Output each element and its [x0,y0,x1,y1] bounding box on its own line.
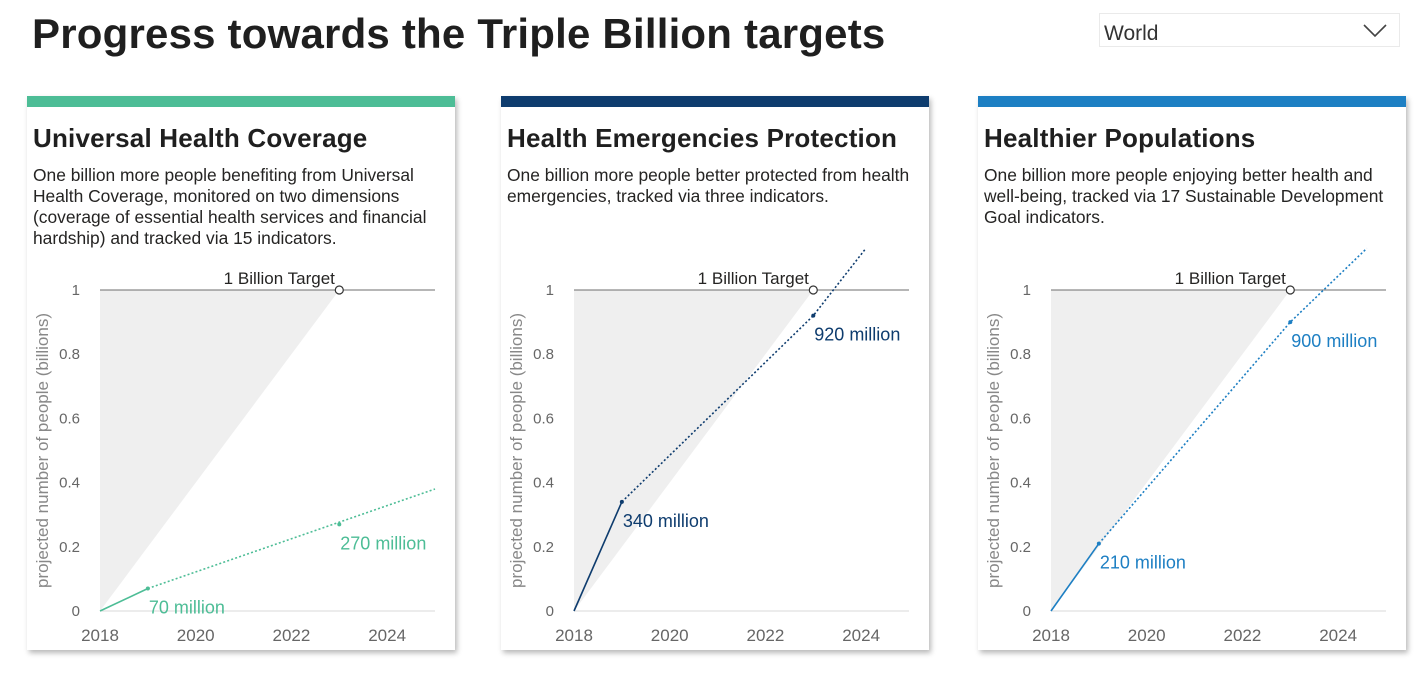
uhc-y-tick: 0.4 [59,475,80,492]
hep-y-axis-label: projected number of people (billions) [507,313,526,588]
hp-target-marker [1285,285,1295,295]
uhc-card-accent-bar [27,96,455,107]
hp-y-tick: 0.2 [1010,539,1031,556]
hep-x-tick: 2022 [747,626,785,645]
uhc-data-point [337,522,342,527]
hep-x-tick: 2024 [842,626,880,645]
uhc-x-tick: 2022 [273,626,311,645]
hp-y-tick: 0 [1023,603,1031,620]
hep-x-tick: 2018 [555,626,593,645]
uhc-y-tick: 0 [72,603,80,620]
uhc-chart: 0 0.2 0.4 0.6 0.8 1 2018 2020 2022 2024 projected … [33,269,436,645]
uhc-y-tick: 0.2 [59,539,80,556]
hep-target-marker [808,285,818,295]
hp-target-label: 1 Billion Target [1175,269,1286,288]
uhc-x-tick: 2020 [177,626,215,645]
uhc-y-axis-label: projected number of people (billions) [33,313,52,588]
hep-card-title: Health Emergencies Protection [507,123,898,153]
uhc-target-label: 1 Billion Target [224,269,335,288]
hep-y-tick: 1 [546,282,554,299]
uhc-card: Universal Health Coverage One billion mo… [27,96,455,650]
hep-x-tick: 2020 [651,626,689,645]
hep-card-accent-bar [501,96,929,107]
hp-series-solid-line [1050,543,1100,612]
uhc-series-dotted-line [147,488,436,590]
hp-x-tick: 2020 [1128,626,1166,645]
hp-y-axis-label: projected number of people (billions) [984,313,1003,588]
hp-y-tick: 0.8 [1010,346,1031,363]
uhc-series-solid-line [99,587,149,612]
hp-data-label: 210 million [1100,553,1186,573]
hep-target-area [574,290,814,611]
hp-data-point [1288,320,1293,325]
uhc-data-label: 270 million [340,533,426,553]
hep-series-solid-line [573,501,623,612]
hp-y-tick: 0.4 [1010,475,1031,492]
hp-chart: 0 0.2 0.4 0.6 0.8 1 2018 2020 2022 2024 projected … [984,247,1386,645]
hp-x-tick: 2024 [1319,626,1357,645]
hep-chart: 0 0.2 0.4 0.6 0.8 1 2018 2020 2022 2024 projected … [507,247,909,645]
hp-card-title: Healthier Populations [984,123,1256,153]
region-dropdown[interactable]: World [1099,13,1400,47]
hep-data-label: 920 million [814,325,900,345]
hep-card-description: One billion more people better protected… [507,165,910,206]
hp-series-dotted-line [1098,247,1368,545]
hep-y-tick: 0.2 [533,539,554,556]
hep-data-point [619,499,624,504]
hep-target-label: 1 Billion Target [698,269,809,288]
hep-data-label: 340 million [623,511,709,531]
hp-data-label: 900 million [1291,331,1377,351]
hep-series-dotted-line [621,247,867,503]
uhc-y-tick: 0.6 [59,410,80,427]
hep-y-tick: 0.6 [533,410,554,427]
hep-y-tick: 0.8 [533,346,554,363]
hp-data-point [1096,541,1101,546]
chevron-down-icon[interactable] [1363,23,1387,44]
uhc-data-label: 70 million [149,598,225,618]
hep-y-tick: 0.4 [533,475,554,492]
hp-card-accent-bar [978,96,1406,107]
hep-y-tick: 0 [546,603,554,620]
region-dropdown-value: World [1104,22,1159,45]
hep-data-point [811,313,816,318]
uhc-y-tick: 1 [72,282,80,299]
uhc-card-title: Universal Health Coverage [33,123,368,153]
hp-y-tick: 0.6 [1010,410,1031,427]
hp-card-description: One billion more people enjoying better … [984,165,1384,227]
uhc-target-marker [334,285,344,295]
uhc-y-tick: 0.8 [59,346,80,363]
hp-x-tick: 2022 [1224,626,1262,645]
hp-card: Healthier Populations One billion more p… [978,96,1406,650]
uhc-card-description: One billion more people benefiting from … [33,165,427,248]
uhc-x-tick: 2018 [81,626,119,645]
hp-y-tick: 1 [1023,282,1031,299]
page-title: Progress towards the Triple Billion targ… [32,10,886,57]
hp-x-tick: 2018 [1032,626,1070,645]
uhc-data-point [145,586,150,591]
hep-card: Health Emergencies Protection One billio… [501,96,929,650]
uhc-x-tick: 2024 [368,626,406,645]
